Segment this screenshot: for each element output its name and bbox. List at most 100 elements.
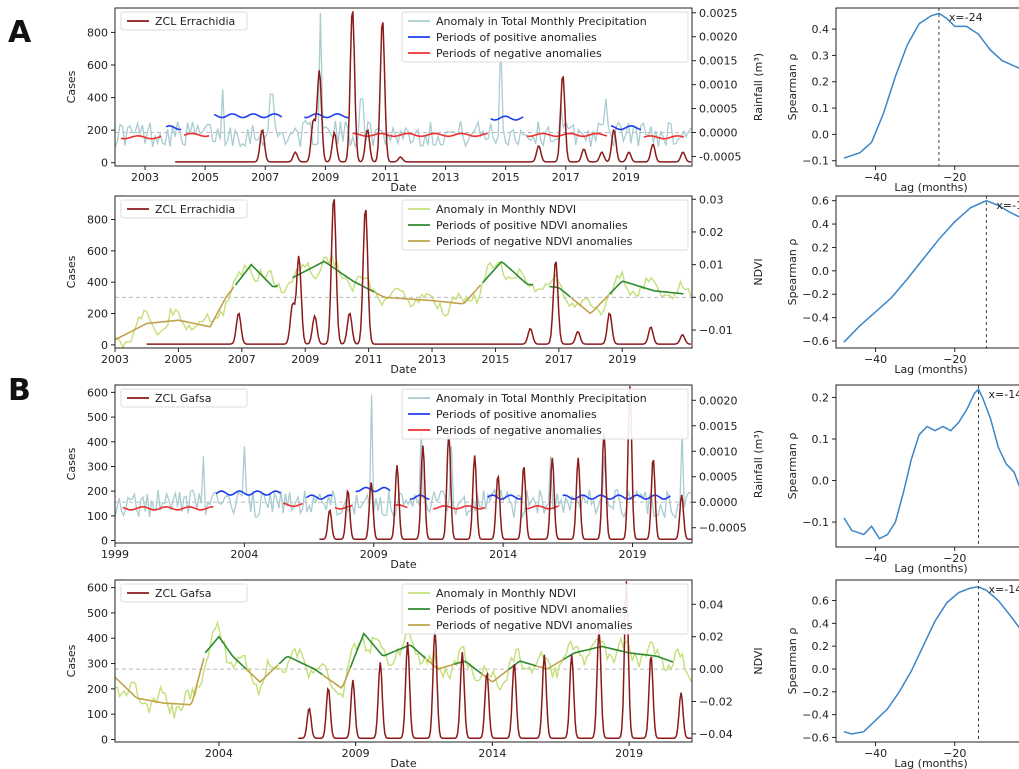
legend-label-cases: ZCL Gafsa <box>155 587 211 600</box>
positive-ndvi-period-2 <box>482 261 534 286</box>
plot-frame <box>835 579 1019 743</box>
legend-left-box <box>120 11 248 31</box>
plot-area-B-rain-corr <box>843 385 1019 547</box>
legend-label-1: Periods of positive anomalies <box>436 31 597 44</box>
peak-annotation: x=-14 <box>989 583 1019 596</box>
legend-right: Anomaly in Total Monthly Precipitation Pe… <box>401 388 689 440</box>
x-axis-label: Lag (months) <box>894 562 967 575</box>
y-axis-label: Cases <box>65 255 78 288</box>
positive-period-5 <box>562 494 671 501</box>
x-tick-label: 2013 <box>432 171 460 184</box>
positive-ndvi-period-3 <box>453 660 482 675</box>
y2-tick-label: 0.0010 <box>699 445 738 458</box>
legend-right-box <box>401 388 689 440</box>
x-tick-label: 2019 <box>615 747 643 760</box>
positive-period-2 <box>304 112 350 119</box>
y-tick-label: 0.4 <box>812 617 830 630</box>
x-tick-label: 2007 <box>251 171 279 184</box>
x-tick-label: 2005 <box>164 353 192 366</box>
chart-A-ndvi: −0.01 0.00 0.01 0.02 0.03 NDVI ZCL Errachidia A… <box>65 193 765 376</box>
y-tick-label: 0 <box>101 535 108 548</box>
legend-label-cases: ZCL Gafsa <box>155 392 211 405</box>
y2-tick-label: 0.01 <box>699 259 724 272</box>
legend-label-1: Periods of positive NDVI anomalies <box>436 603 628 616</box>
x-tick-label: 1999 <box>101 548 129 561</box>
y2-tick-label: 0.0020 <box>699 31 738 44</box>
legend-label-1: Periods of positive NDVI anomalies <box>436 219 628 232</box>
negative-period-1 <box>283 502 303 508</box>
legend-label-2: Periods of negative NDVI anomalies <box>436 619 633 632</box>
plot-area-B-ndvi <box>115 581 692 739</box>
negative-period-3 <box>394 503 408 509</box>
x-tick-label: 2019 <box>608 353 636 366</box>
plot-area-A-rain-corr <box>843 8 1019 166</box>
plot-frame <box>114 7 693 167</box>
legend-right-box <box>401 199 689 251</box>
y-axis-label: Spearman ρ <box>786 628 799 695</box>
y-tick-label: 0.4 <box>812 218 830 231</box>
y-tick-label: 100 <box>87 510 108 523</box>
positive-period-4 <box>487 494 523 500</box>
y-tick-label: 0.2 <box>812 640 830 653</box>
negative-ndvi-period-5 <box>535 658 564 670</box>
x-tick-label: −20 <box>943 552 966 565</box>
x-tick-label: 2011 <box>355 353 383 366</box>
peak-annotation: x=-12 <box>996 199 1019 212</box>
plot-frame <box>835 384 1019 548</box>
chart-B-ndvi: −0.04 −0.02 0.00 0.02 0.04 NDVI ZCL Gafsa Anoma… <box>65 579 765 769</box>
legend-label-2: Periods of negative anomalies <box>436 47 602 60</box>
y2-tick-label: 0.0000 <box>699 126 738 139</box>
legend-label-2: Periods of negative NDVI anomalies <box>436 235 633 248</box>
legend-left: ZCL Gafsa <box>120 583 248 603</box>
x-tick-label: 2019 <box>618 548 646 561</box>
plot-frame <box>114 195 693 349</box>
y-tick-label: 500 <box>87 607 108 620</box>
y-tick-label: 200 <box>87 308 108 321</box>
negative-period-1 <box>183 132 210 138</box>
panel-label-b: B <box>8 373 31 408</box>
positive-ndvi-period-3 <box>549 285 572 298</box>
y-tick-label: 600 <box>87 386 108 399</box>
legend-label-0: Anomaly in Monthly NDVI <box>436 587 576 600</box>
x-tick-label: 2003 <box>101 353 129 366</box>
y-tick-label: 200 <box>87 124 108 137</box>
y-tick-label: −0.4 <box>802 312 829 325</box>
x-tick-label: −40 <box>864 353 887 366</box>
y2-tick-label: -0.0005 <box>699 150 741 163</box>
x-axis-label: Lag (months) <box>894 181 967 194</box>
x-axis-label: Lag (months) <box>894 757 967 769</box>
plot-frame <box>114 579 693 743</box>
y2-tick-label: 0.0015 <box>699 55 738 68</box>
x-tick-label: 2009 <box>311 171 339 184</box>
x-tick-label: 2017 <box>552 171 580 184</box>
y2-tick-label: 0.0015 <box>699 420 738 433</box>
y-axis-label: Cases <box>65 70 78 103</box>
y-tick-label: 600 <box>87 59 108 72</box>
legend-right-box <box>401 583 689 635</box>
x-tick-label: 2009 <box>360 548 388 561</box>
negative-ndvi-period-1 <box>374 284 482 305</box>
positive-ndvi-period-5 <box>563 645 674 663</box>
spearman-line <box>843 387 1019 540</box>
plot-frame <box>835 7 1019 167</box>
y-tick-label: 0.6 <box>812 595 830 608</box>
positive-ndvi-period-4 <box>609 280 684 295</box>
y-tick-label: 500 <box>87 411 108 424</box>
x-tick-label: −20 <box>943 747 966 760</box>
x-tick-label: −20 <box>943 353 966 366</box>
y2-tick-label: −0.02 <box>699 696 733 709</box>
x-tick-label: 2015 <box>481 353 509 366</box>
y-tick-label: 0.2 <box>812 76 830 89</box>
negative-ndvi-period-2 <box>570 294 610 315</box>
negative-period-5 <box>526 504 559 510</box>
plot-frame <box>835 195 1019 349</box>
x-tick-label: 2009 <box>291 353 319 366</box>
x-tick-label: −40 <box>864 552 887 565</box>
x-tick-label: 2013 <box>418 353 446 366</box>
negative-period-4 <box>433 504 486 510</box>
x-tick-label: 2014 <box>478 747 506 760</box>
peak-annotation: x=-24 <box>949 11 983 24</box>
negative-ndvi-period-1 <box>245 664 279 684</box>
x-axis-label: Date <box>390 363 417 376</box>
